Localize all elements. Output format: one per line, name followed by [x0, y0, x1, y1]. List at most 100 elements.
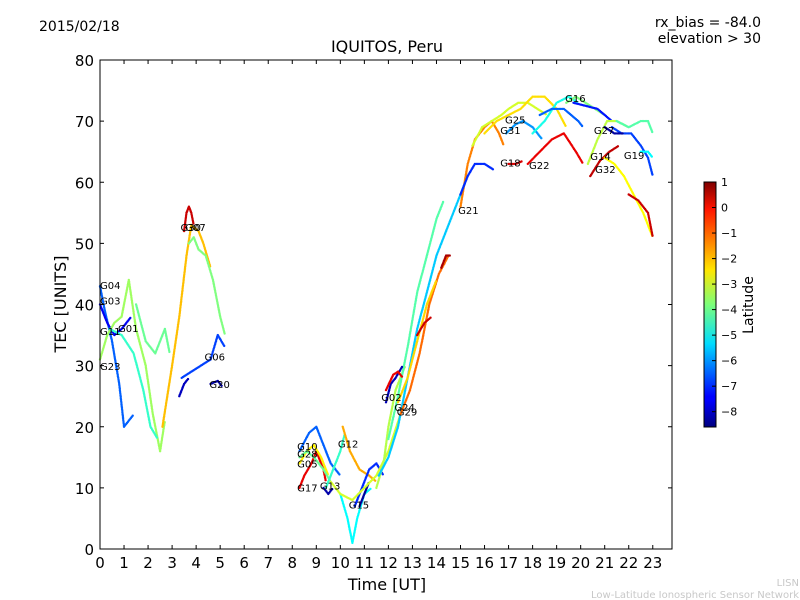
y-tick-label: 20 — [75, 419, 94, 437]
colorbar-tick-label: −8 — [721, 406, 737, 419]
satellite-track — [322, 486, 334, 496]
satellite-track — [459, 162, 495, 196]
x-tick-label: 11 — [355, 554, 374, 572]
satellite-label: G21 — [458, 206, 478, 217]
x-tick-label: 14 — [427, 554, 446, 572]
data-point — [448, 254, 451, 257]
y-tick-label: 80 — [75, 52, 94, 70]
satellite-track — [298, 450, 332, 482]
satellite-track — [329, 414, 402, 502]
satellite-track — [416, 316, 432, 337]
satellite-track — [134, 303, 171, 355]
satellite-label: G20 — [209, 380, 229, 391]
satellite-label: G18 — [500, 158, 520, 169]
x-tick-label: 0 — [95, 554, 105, 572]
data-point — [129, 316, 132, 320]
data-point — [651, 234, 654, 237]
data-point — [580, 124, 584, 128]
colorbar-tick-label: 1 — [721, 176, 728, 189]
satellite-track — [180, 333, 226, 380]
satellite-track — [384, 370, 404, 392]
data-point — [429, 316, 432, 319]
data-point — [223, 344, 226, 348]
x-tick-label: 21 — [595, 554, 614, 572]
satellite-label: G25 — [505, 116, 525, 127]
y-axis-ticks: 0 10 20 30 40 50 60 70 80 — [75, 52, 672, 559]
satellite-label: G12 — [338, 440, 358, 451]
y-tick-label: 30 — [75, 358, 94, 376]
colorbar-tick-label: −4 — [721, 304, 737, 317]
x-tick-label: 10 — [331, 554, 350, 572]
colorbar-tick-label: −7 — [721, 380, 737, 393]
satellite-track — [187, 236, 226, 335]
data-point — [155, 436, 159, 439]
x-tick-label: 6 — [239, 554, 249, 572]
chart-title: IQUITOS, Peru — [331, 37, 443, 56]
satellite-track — [341, 425, 377, 482]
data-point — [616, 145, 620, 148]
satellite-label: G04 — [100, 281, 120, 292]
data-point — [131, 414, 134, 417]
satellite-track — [377, 182, 466, 477]
satellite-track — [572, 101, 612, 122]
data-point — [581, 161, 584, 164]
satellite-label: G22 — [529, 161, 549, 172]
satellite-track — [639, 150, 653, 158]
data-point — [324, 479, 327, 482]
data-point — [564, 124, 567, 128]
satellite-track — [615, 119, 654, 134]
satellite-track — [483, 95, 567, 135]
satellite-track — [182, 205, 195, 233]
colorbar-tick-label: −1 — [721, 227, 737, 240]
satellite-track — [505, 119, 543, 140]
satellite-track — [440, 254, 451, 269]
satellite-track — [178, 377, 190, 398]
x-tick-label: 23 — [643, 554, 662, 572]
satellite-label: G31 — [500, 126, 520, 137]
data-point — [491, 168, 495, 171]
x-axis-ticks: 0 1 2 3 4 5 6 7 8 9 10 11 12 13 14 15 16 17 18 19 20 21 22 23 — [95, 60, 662, 572]
data-marks — [98, 95, 654, 545]
x-tick-label: 13 — [403, 554, 422, 572]
satellite-label: G14 — [590, 152, 610, 163]
satellite-label: G15 — [349, 501, 369, 512]
data-point — [223, 332, 226, 335]
data-point — [651, 130, 654, 134]
x-tick-label: 20 — [571, 554, 590, 572]
data-point — [168, 350, 171, 354]
satellite-track — [161, 223, 212, 428]
satellite-track — [627, 193, 654, 237]
satellite-track — [98, 278, 166, 453]
satellite-track — [324, 433, 346, 490]
y-tick-label: 10 — [75, 480, 94, 498]
x-axis-label: Time [UT] — [347, 575, 426, 594]
y-axis-label: TEC [UNITS] — [51, 256, 70, 354]
data-point — [441, 200, 445, 204]
satellite-track — [298, 425, 341, 476]
x-tick-label: 22 — [619, 554, 638, 572]
satellite-track — [507, 160, 523, 166]
satellite-label: G05 — [297, 460, 317, 471]
x-tick-label: 4 — [191, 554, 201, 572]
x-tick-label: 15 — [451, 554, 470, 572]
data-point — [540, 137, 543, 140]
satellite-label: G16 — [565, 94, 585, 105]
satellite-track — [603, 126, 624, 135]
data-point — [651, 173, 654, 176]
data-point — [520, 160, 523, 163]
y-tick-label: 0 — [84, 541, 94, 559]
data-point — [400, 365, 404, 369]
footer-network: Low-Latitude Ionospheric Sensor Network — [591, 590, 799, 600]
satellite-label: G24 — [394, 403, 414, 414]
satellite-label: G06 — [205, 353, 225, 364]
satellite-label: G19 — [624, 151, 644, 162]
satellite-track — [538, 107, 584, 128]
satellite-label: G28 — [297, 449, 317, 460]
satellite-label: G13 — [320, 482, 340, 493]
data-point — [369, 487, 372, 491]
satellite-label: G23 — [100, 362, 120, 373]
plot-frame — [99, 59, 673, 550]
date-label: 2015/02/18 — [39, 19, 120, 35]
